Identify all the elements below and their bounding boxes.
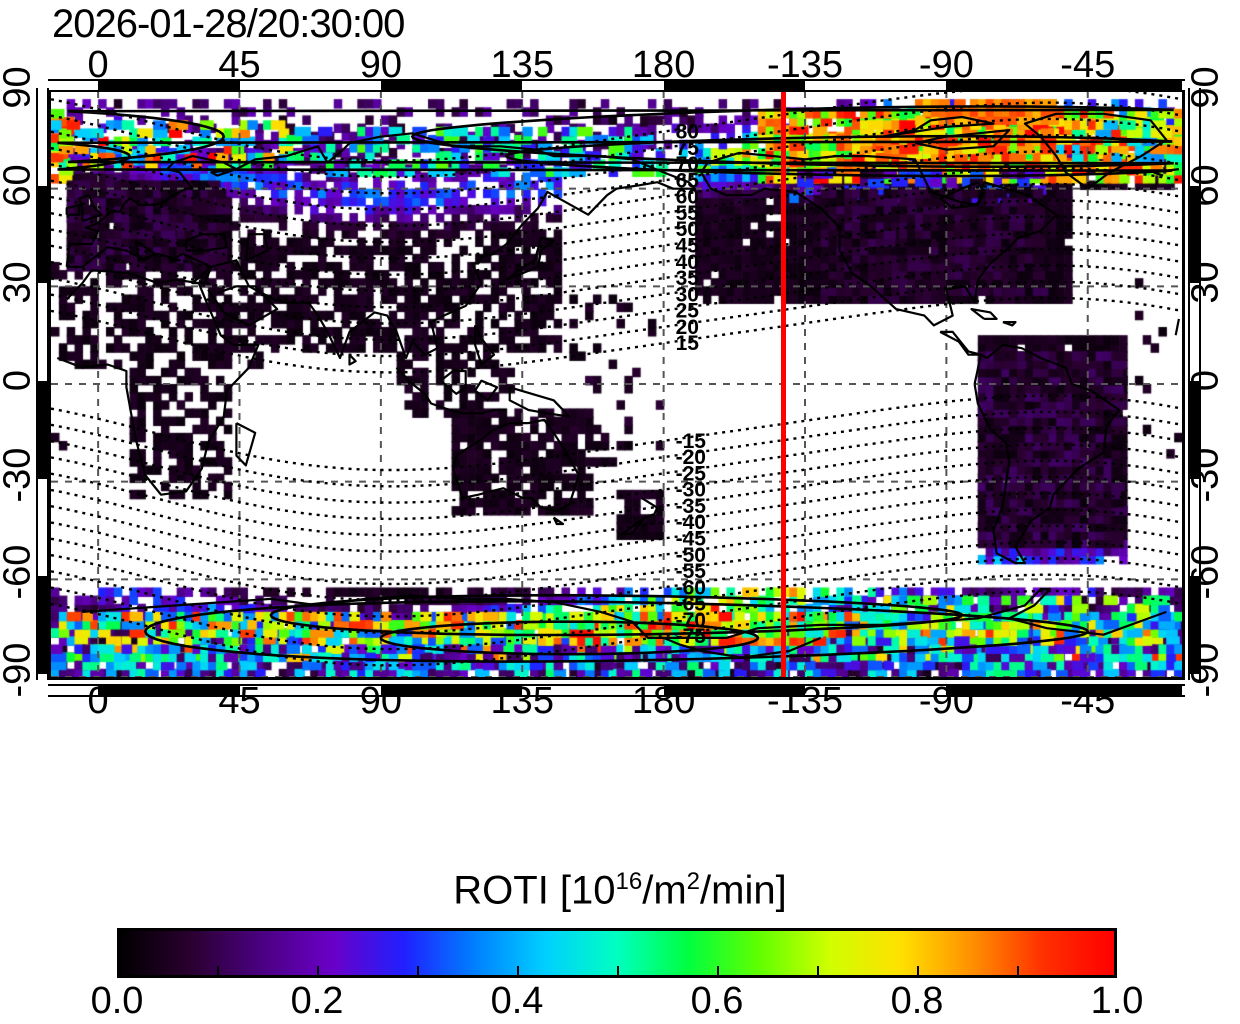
dip-contour-label: 65 xyxy=(676,169,700,192)
colorbar-tick-label: 0.6 xyxy=(690,980,744,1022)
colorbar-tick-label: 0.2 xyxy=(290,980,344,1022)
dip-contour-label: -50 xyxy=(676,544,706,567)
axis-tick-segment xyxy=(1087,686,1182,695)
colorbar-tick-label: 0.4 xyxy=(490,980,544,1022)
axis-tick-segment xyxy=(38,381,47,479)
colorbar-title: ROTI [1016/m2/min] xyxy=(0,868,1240,913)
grid-lines xyxy=(51,91,1182,677)
x-tick-label: 180 xyxy=(631,680,696,722)
dip-contour-label: 20 xyxy=(676,316,699,339)
x-tick-label: -45 xyxy=(1060,680,1116,722)
axis-bar-left xyxy=(36,88,49,680)
dip-contour-label: 55 xyxy=(676,202,700,225)
y-tick-label: -90 xyxy=(1184,642,1227,698)
axis-tick-segment xyxy=(38,576,47,674)
y-tick-label: 30 xyxy=(1184,261,1227,304)
y-tick-label: 0 xyxy=(0,369,39,392)
axis-tick-segment xyxy=(98,686,240,695)
colorbar-tick-labels: 0.0 0.2 0.4 0.6 0.8 1.0 xyxy=(91,980,1144,1024)
axis-tick-segment xyxy=(98,81,240,90)
dip-contour-label: -15 xyxy=(676,430,707,453)
axis-bar-bottom xyxy=(48,684,1185,697)
colorbar-tick-label: 0.0 xyxy=(90,980,144,1022)
dip-contour-label: -65 xyxy=(676,593,707,616)
axis-tick-segment xyxy=(380,81,523,90)
solar-terminator-line xyxy=(781,91,786,677)
y-tick-label: 60 xyxy=(0,164,39,207)
colorbar-title-end: /min] xyxy=(700,868,787,913)
dip-contour-label: -60 xyxy=(676,576,706,599)
dip-contour-label: -35 xyxy=(676,495,707,518)
y-tick-label: 90 xyxy=(1184,66,1227,109)
dip-contour-label: 30 xyxy=(676,283,699,306)
axis-tick-segment xyxy=(1087,81,1182,90)
dip-contour-label: -45 xyxy=(676,528,707,551)
dip-contour-label: -75 xyxy=(676,625,707,648)
x-tick-label: 0 xyxy=(87,680,109,722)
colorbar-tick-label: 1.0 xyxy=(1090,980,1144,1022)
colorbar-tick-label: 0.8 xyxy=(890,980,944,1022)
dip-contour-label: 50 xyxy=(676,218,699,241)
dip-latitude-contours xyxy=(51,91,1182,667)
dip-contour-label: 45 xyxy=(676,235,700,258)
dip-contour-label: -25 xyxy=(676,462,707,485)
auroral-oval-outlines xyxy=(57,105,1174,663)
axis-tick-segment xyxy=(946,81,1088,90)
x-tick-label: 135 xyxy=(490,680,554,722)
axis-bar-top xyxy=(48,79,1185,92)
dip-contour-label: -30 xyxy=(676,479,706,502)
dip-contour-label: 80 xyxy=(676,121,699,144)
colorbar-exponent-16: 16 xyxy=(615,868,643,895)
dip-contour-label: 40 xyxy=(676,251,699,274)
axis-tick-segment xyxy=(1190,576,1199,674)
x-tick-label: 45 xyxy=(218,680,261,722)
x-tick-label: 90 xyxy=(359,680,403,722)
y-axis-right-labels: 90 60 30 0 -30 -60 -90 xyxy=(1184,66,1240,697)
roti-world-map-plot[interactable]: 80 75 70 65 60 55 50 45 40 35 30 25 20 15 -15 -20 -25 -30… xyxy=(48,88,1185,680)
y-tick-label: -60 xyxy=(1184,544,1227,600)
page-title: 2026-01-28/20:30:00 xyxy=(52,2,405,46)
colorbar-title-main: ROTI [10 xyxy=(453,868,616,913)
dip-contour-label: -70 xyxy=(676,609,706,632)
dip-contour-label: 60 xyxy=(676,186,699,209)
axis-bar-right xyxy=(1188,88,1201,680)
y-tick-label: 30 xyxy=(0,261,39,304)
y-tick-label: -30 xyxy=(1184,447,1227,503)
x-tick-label: -90 xyxy=(918,680,974,722)
y-tick-label: 60 xyxy=(1184,164,1227,207)
x-tick-label: 0 xyxy=(87,44,109,86)
dip-contour-label: -55 xyxy=(676,560,707,583)
x-axis-bottom-labels: 0 45 90 135 180 -135 -90 -45 xyxy=(0,680,1240,726)
axis-tick-segment xyxy=(946,686,1088,695)
dip-contour-label: 35 xyxy=(676,267,700,290)
dip-contour-label: -20 xyxy=(676,446,706,469)
dip-contour-label: -40 xyxy=(676,511,706,534)
y-tick-label: 0 xyxy=(1184,369,1227,392)
coastlines xyxy=(56,112,1180,659)
dip-contour-label: 25 xyxy=(676,300,700,323)
dip-contour-label: 70 xyxy=(676,153,699,176)
colorbar[interactable] xyxy=(117,928,1117,978)
y-tick-label: -30 xyxy=(0,447,39,503)
axis-tick-segment xyxy=(1190,185,1199,284)
map-canvas: 80 75 70 65 60 55 50 45 40 35 30 25 20 15 -15 -20 -25 -30… xyxy=(51,91,1182,677)
colorbar-exponent-2: 2 xyxy=(686,868,701,895)
dip-contour-label: 75 xyxy=(676,137,700,160)
y-tick-label: -60 xyxy=(0,544,39,600)
axis-tick-segment xyxy=(380,686,523,695)
colorbar-title-mid: /m xyxy=(642,868,687,913)
axis-tick-segment xyxy=(663,686,805,695)
dip-contour-label: 15 xyxy=(676,332,700,355)
colorbar-gradient xyxy=(120,931,1114,975)
axis-tick-segment xyxy=(38,185,47,284)
x-tick-label: -135 xyxy=(766,680,844,722)
axis-tick-segment xyxy=(1190,381,1199,479)
axis-tick-segment xyxy=(663,81,805,90)
y-tick-label: 90 xyxy=(0,66,39,109)
